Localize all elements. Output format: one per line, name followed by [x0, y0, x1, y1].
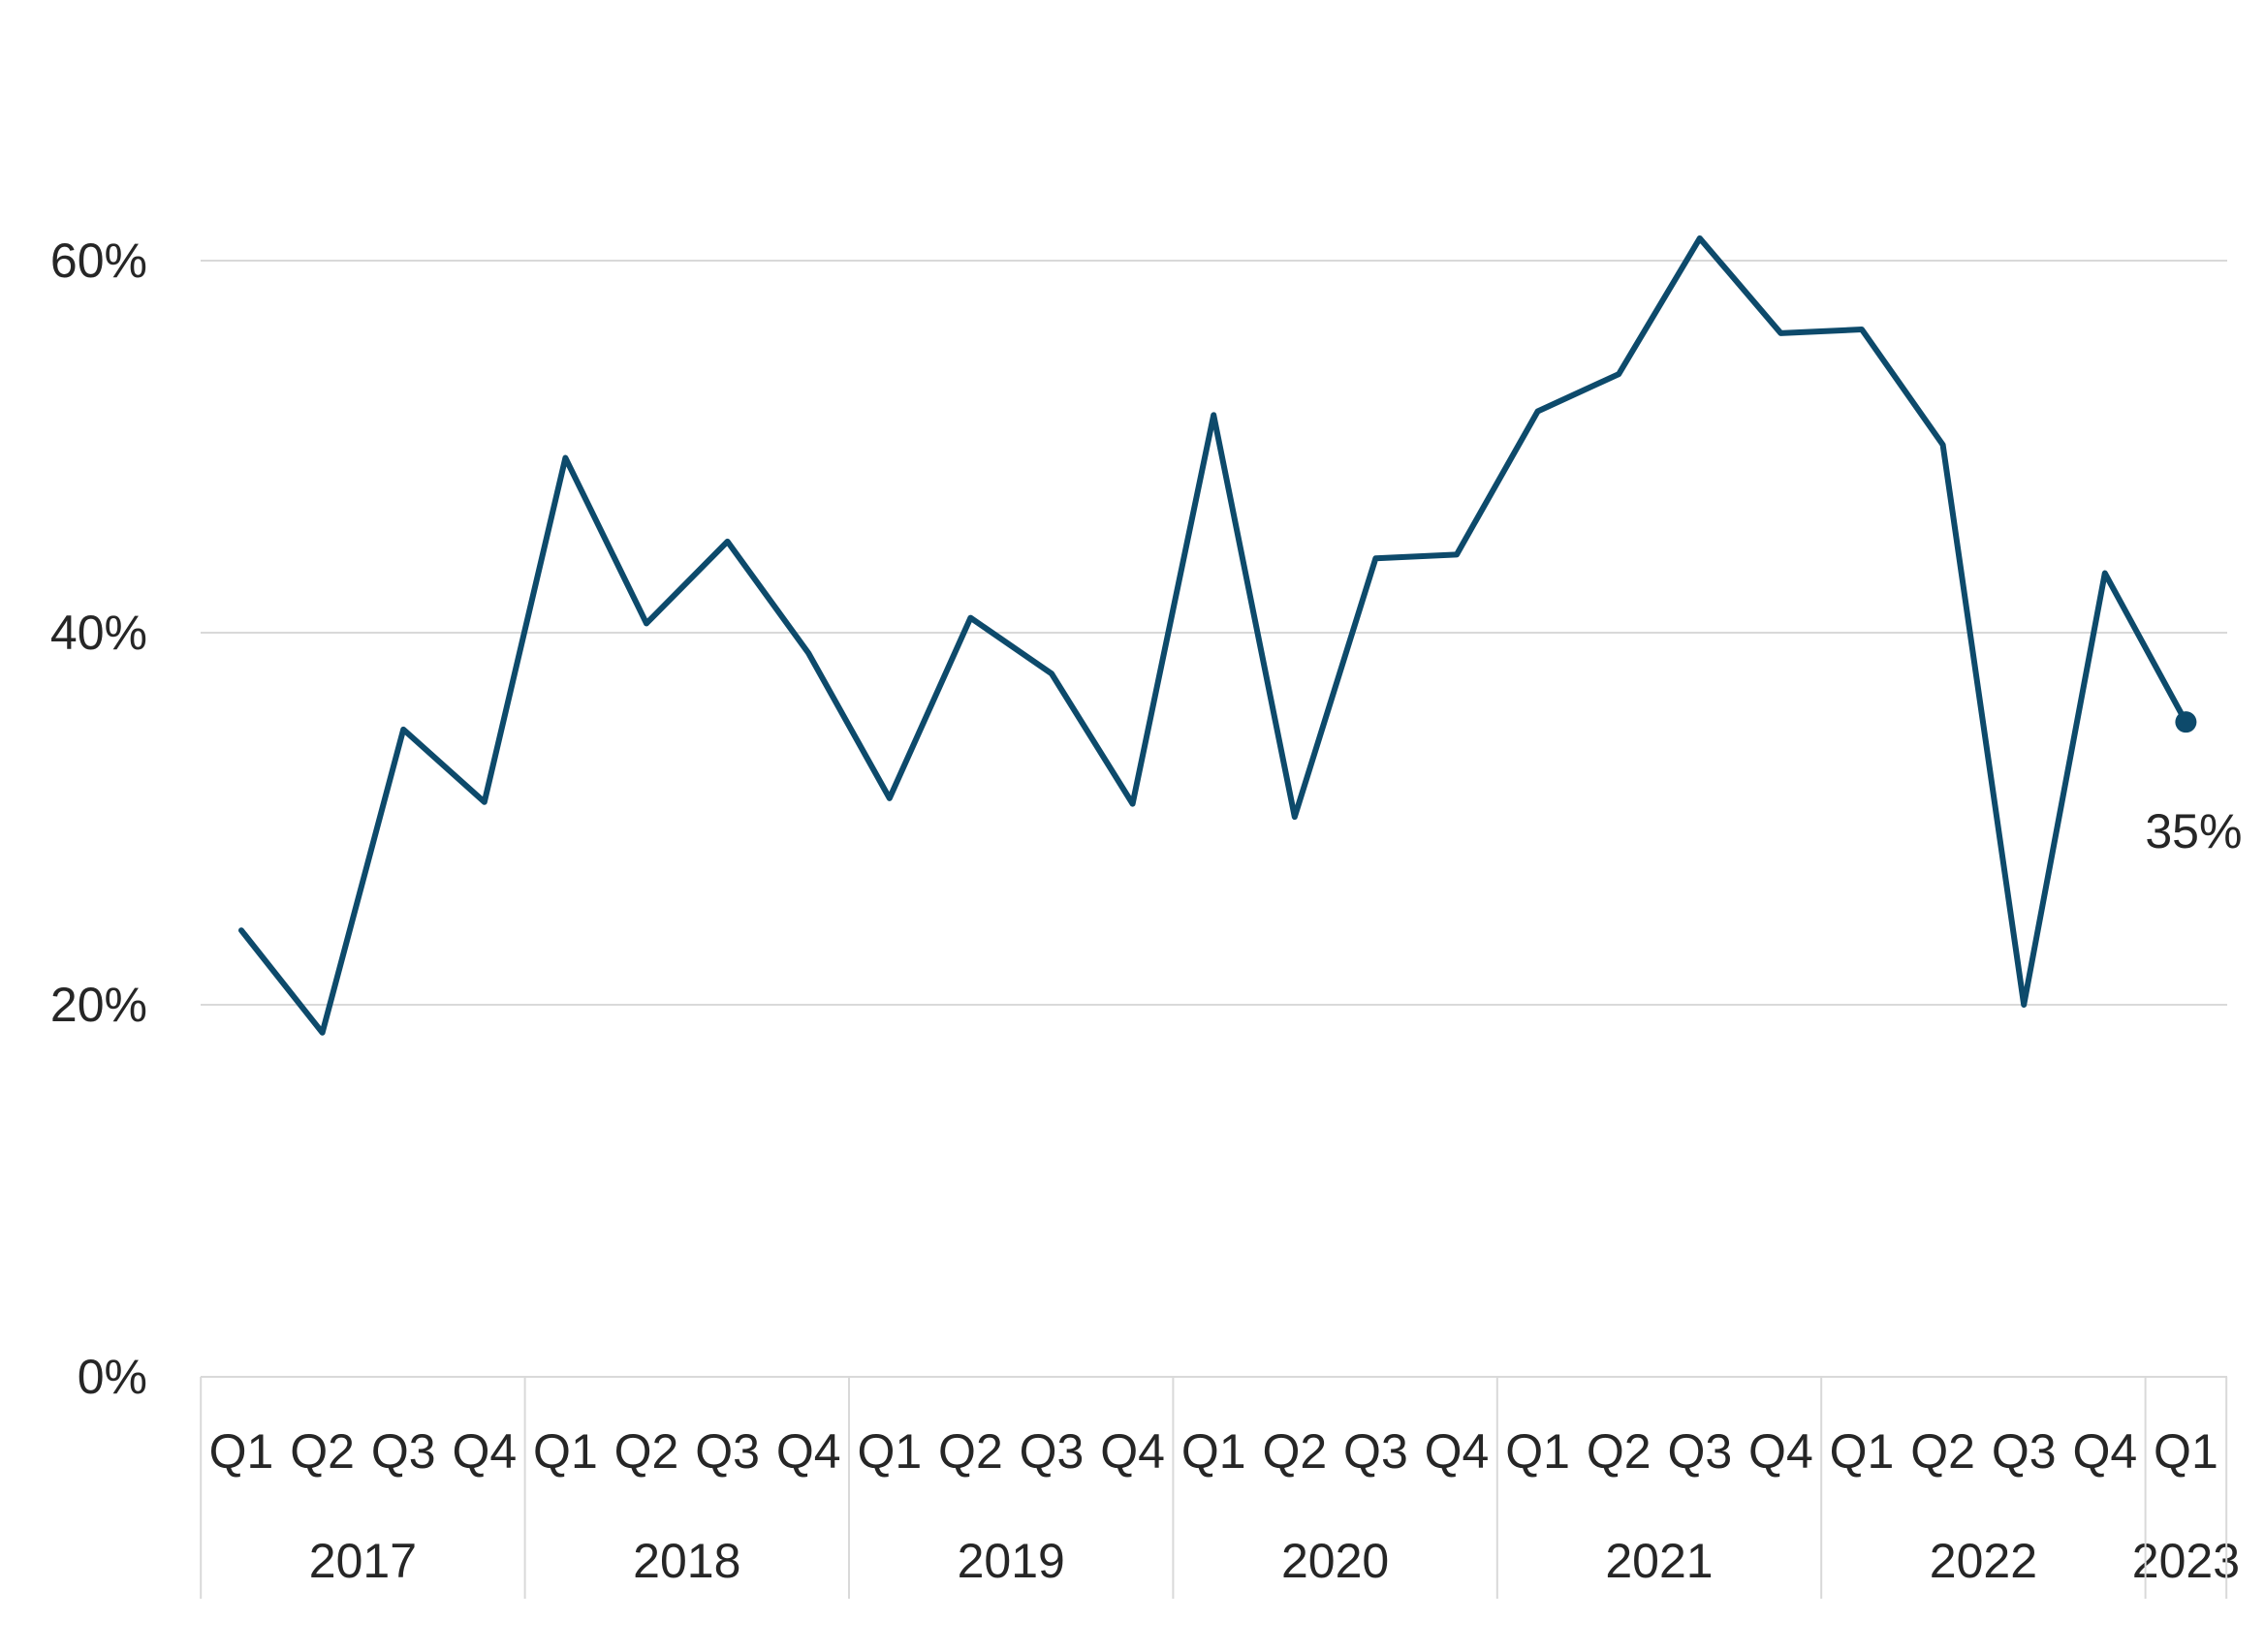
x-tick-label: Q1	[2154, 1424, 2218, 1479]
y-tick-label: 40%	[50, 606, 147, 660]
x-year-label: 2018	[633, 1534, 740, 1588]
x-tick-label: Q2	[614, 1424, 679, 1479]
y-tick-label: 0%	[78, 1350, 147, 1404]
x-tick-label: Q1	[209, 1424, 274, 1479]
x-tick-label: Q3	[1020, 1424, 1085, 1479]
x-tick-label: Q3	[1343, 1424, 1408, 1479]
x-tick-label: Q4	[776, 1424, 841, 1479]
x-tick-label: Q1	[1181, 1424, 1246, 1479]
gridlines	[201, 260, 2227, 1006]
x-tick-label: Q1	[1830, 1424, 1895, 1479]
x-tick-label: Q2	[1910, 1424, 1975, 1479]
y-axis: 0% 20% 40% 60%	[50, 234, 147, 1404]
y-tick-label: 20%	[50, 978, 147, 1032]
x-tick-label: Q4	[452, 1424, 517, 1479]
x-tick-label: Q1	[533, 1424, 598, 1479]
x-year-label: 2021	[1605, 1534, 1713, 1588]
x-tick-label: Q2	[938, 1424, 1003, 1479]
x-tick-label: Q2	[1262, 1424, 1327, 1479]
x-tick-label: Q1	[857, 1424, 922, 1479]
end-data-label: 35%	[2145, 804, 2242, 858]
x-tick-label: Q4	[1100, 1424, 1165, 1479]
x-tick-label: Q2	[1587, 1424, 1652, 1479]
x-tick-label: Q3	[371, 1424, 436, 1479]
end-point-marker	[2175, 711, 2197, 733]
x-year-label: 2019	[958, 1534, 1065, 1588]
x-year-label: 2023	[2132, 1534, 2240, 1588]
x-tick-label: Q4	[2072, 1424, 2137, 1479]
x-tick-label: Q2	[290, 1424, 355, 1479]
x-tick-label: Q4	[1425, 1424, 1490, 1479]
x-axis: 2017 2018 2019 2020 2021 2022 2023 Q1 Q2 Q3 Q4 Q1 Q2…	[200, 1376, 2240, 1599]
series-line	[238, 234, 2189, 1036]
x-tick-label: Q3	[1992, 1424, 2057, 1479]
x-year-label: 2022	[1930, 1534, 2037, 1588]
y-tick-label: 60%	[50, 234, 147, 288]
x-tick-label: Q4	[1748, 1424, 1813, 1479]
x-year-label: 2017	[309, 1534, 417, 1588]
x-tick-label: Q3	[695, 1424, 760, 1479]
x-year-label: 2020	[1281, 1534, 1389, 1588]
x-tick-label: Q1	[1505, 1424, 1570, 1479]
x-tick-label: Q3	[1667, 1424, 1732, 1479]
series-layer: 35%	[238, 234, 2242, 1036]
